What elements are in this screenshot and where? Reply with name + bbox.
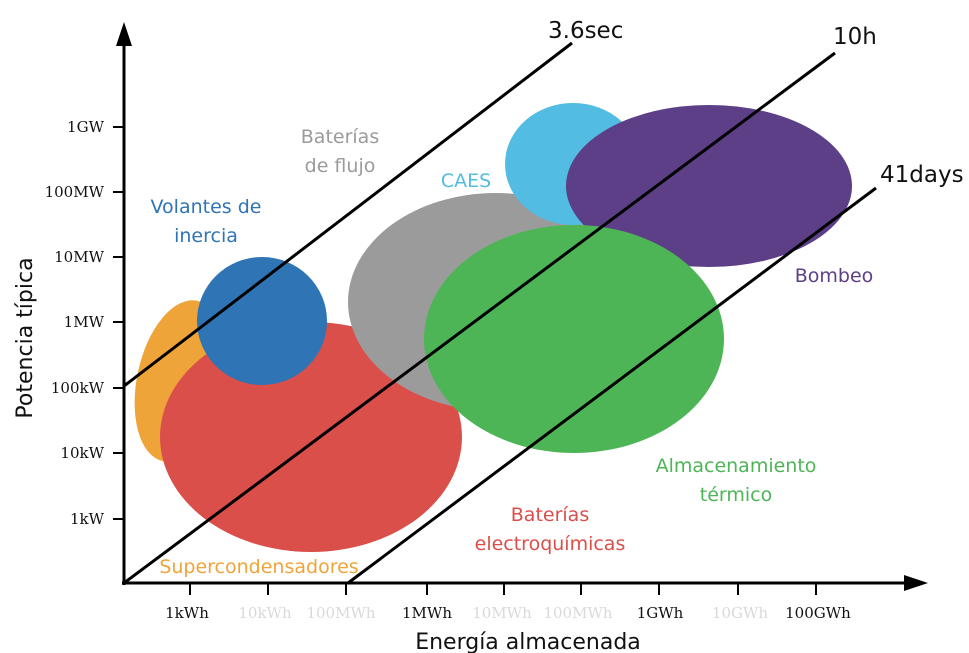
x-axis-title: Energía almacenada [415,630,641,653]
y-tick-label: 100kW [51,379,105,397]
x-ticks: 1kWh 10kWh 100MWh 1MWh 10MWh 100MWh 1GWh [165,583,851,622]
region-volantes-de-inercia [197,257,327,385]
x-tick: 1kWh [165,583,209,622]
y-tick-label: 100MW [45,183,105,201]
label-bombeo: Bombeo [795,265,874,287]
x-tick: 10kWh [238,583,292,622]
label-baterias-electroquimicas: Baterías electroquímicas [475,504,626,555]
x-tick: 10GWh [712,583,768,622]
label-caes: CAES [441,170,491,192]
y-tick-label: 10kW [60,444,104,462]
x-tick-label: 10kWh [238,604,292,622]
line-label-3-6sec: 3.6sec [548,18,623,44]
x-tick-label: 1kWh [165,604,209,622]
line-label-41days: 41days [880,162,964,188]
label-almacenamiento-termico: Almacenamiento térmico [656,455,817,506]
y-tick-label: 1kW [70,510,105,528]
x-tick: 1MWh [402,583,452,622]
y-tick-label: 10MW [54,248,104,266]
x-tick-label: 100GWh [785,604,851,622]
x-tick-label: 10MWh [472,604,532,622]
label-supercondensadores: Supercondensadores [159,556,358,578]
x-tick: 100MWh [543,583,612,622]
x-tick-label: 1MWh [402,604,452,622]
y-tick-10kw: 10kW [60,444,124,462]
y-tick-100kw: 100kW [51,379,124,397]
x-tick-label: 10GWh [712,604,768,622]
y-axis-arrowhead [116,22,132,46]
x-tick: 100GWh [785,583,851,622]
y-tick-1gw: 1GW [67,118,124,136]
y-tick-label: 1GW [67,118,105,136]
line-label-10h: 10h [833,24,877,50]
x-tick: 1GWh [637,583,684,622]
x-tick: 10MWh [472,583,532,622]
y-tick-100mw: 100MW [45,183,124,201]
y-tick-1mw: 1MW [64,313,124,331]
y-axis-title: Potencia típica [13,257,38,418]
x-tick-label: 100MWh [543,604,612,622]
label-volantes-de-inercia: Volantes de inercia [151,196,262,247]
label-baterias-de-flujo: Baterías de flujo [301,126,379,177]
y-tick-1kw: 1kW [70,510,124,528]
x-tick: 100MWh [306,583,375,622]
region-almacenamiento-termico [424,225,724,453]
y-ticks: 1kW 10kW 100kW 1MW 10MW 100MW 1GW [45,118,124,528]
y-tick-10mw: 10MW [54,248,124,266]
x-tick-label: 1GWh [637,604,684,622]
y-tick-label: 1MW [64,313,105,331]
x-tick-label: 100MWh [306,604,375,622]
x-axis-arrowhead [904,575,928,591]
